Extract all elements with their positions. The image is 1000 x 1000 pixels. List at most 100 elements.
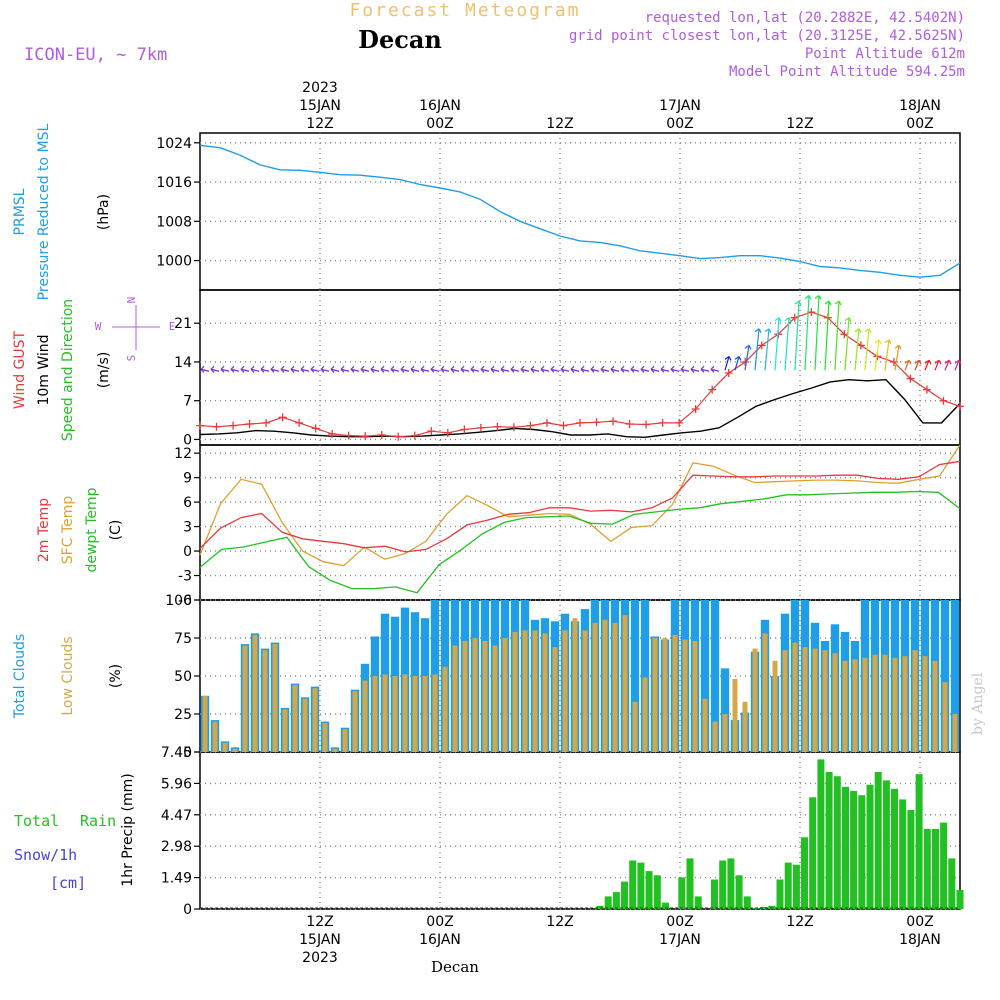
cloud-low-label: Low Clouds [60,636,76,715]
gust-marker [443,428,452,437]
y-tick-label: 2.98 [161,839,192,855]
y-tick-label: 1016 [156,175,192,191]
bottom-time-label: 00Z [666,914,693,930]
wind-arrow [270,365,280,373]
cloud-low-bar [762,633,768,752]
wind-arrow [734,355,742,371]
gust-marker [906,374,915,383]
wind-arrow [500,365,510,373]
wind-arrow [724,355,732,371]
cloud-low-bar [692,641,698,752]
top-time-label: 00Z [426,116,453,132]
cloud-low-bar [262,650,268,752]
cloud-low-bar [572,618,578,752]
wind-arrow [744,344,752,371]
cloud-low-bar [472,638,478,752]
wind-arrow [894,344,902,371]
rain-bar [899,799,907,909]
y-tick-label: 75 [174,631,192,647]
top-time-label: 00Z [666,116,693,132]
y-tick-label: 6 [183,495,192,511]
wind-arrow [914,359,922,371]
rain-bar [727,858,735,909]
gust-marker [576,418,584,427]
wind-arrow [600,365,610,373]
gust-marker [559,421,568,430]
wind-gust-label: Wind GUST [12,330,28,409]
cloud-total-bar [640,600,650,752]
cloud-low-bar [422,676,428,752]
top-time-label: 00Z [906,116,933,132]
temp-unit: (C) [108,520,124,541]
cloud-total-bar [630,600,640,752]
wind-arrow [590,365,600,373]
cloud-low-bar [372,676,378,752]
wind-arrow [210,365,220,373]
y-tick-label: 1024 [156,136,192,152]
gust-marker [592,418,601,427]
cloud-low-bar [582,630,588,752]
wind-arrow [540,365,550,373]
cloud-low-bar [702,698,708,752]
gust-marker [625,419,634,428]
cloud-low-bar [342,729,348,752]
cloud-low-bar [772,660,778,752]
wind-arrow [924,359,932,371]
gust-marker [295,418,304,427]
cloud-low-bar [492,645,498,752]
wind-arrow [390,365,400,373]
y-tick-label: 5.96 [161,776,192,792]
rain-bar [621,881,628,909]
wind-arrow [814,295,822,371]
rain-bar [833,776,841,909]
rain-bar [882,780,890,909]
wind-gust-line [199,311,961,438]
cloud-low-bar [302,698,308,752]
wind-arrow [440,365,450,373]
wind-arrow [580,365,590,373]
wind-10m-line [199,378,961,439]
rain-bar [694,896,702,909]
cloud-unit: (%) [108,664,124,688]
gust-marker [526,421,535,430]
y-tick-label: 50 [174,669,192,685]
wind-arrow [300,365,310,373]
rain-bar [653,875,661,909]
gust-marker [493,422,502,431]
gust-marker [262,418,271,427]
cloud-low-bar [622,615,628,752]
y-tick-label: -3 [178,569,192,585]
cloud-low-bar [592,622,598,752]
cloud-low-bar [242,645,248,752]
y-tick-label: 7 [183,394,192,410]
gust-marker [939,396,948,405]
wind-arrow [510,365,520,373]
pressure-unit: (hPa) [96,194,112,230]
wind-arrow [764,328,772,371]
gust-marker [741,357,750,366]
rain-bar [784,862,792,909]
cloud-low-bar [802,647,808,752]
top-time-label: 12Z [786,116,813,132]
rain-bar [612,892,620,909]
cloud-total-bar [940,600,950,752]
wind-arrow [420,365,430,373]
cloud-low-bar [462,641,468,752]
temp-2m-label: 2m Temp [36,498,52,562]
wind-arrow [530,365,540,373]
gust-marker [394,432,403,441]
cloud-low-bar [532,630,538,752]
top-time-label: 12Z [306,116,333,132]
top-time-label: 12Z [546,116,573,132]
gust-marker [278,413,287,422]
wind-arrow [570,365,580,373]
gust-marker [956,402,964,411]
cloud-low-bar [362,680,368,752]
wind-arrow [784,317,792,371]
wind-arrow [200,365,210,373]
precip-snow-unit: [cm] [50,874,86,892]
gust-marker [509,423,518,432]
cloud-low-bar [452,645,458,752]
wind-10m-label: 10m Wind [36,334,52,405]
